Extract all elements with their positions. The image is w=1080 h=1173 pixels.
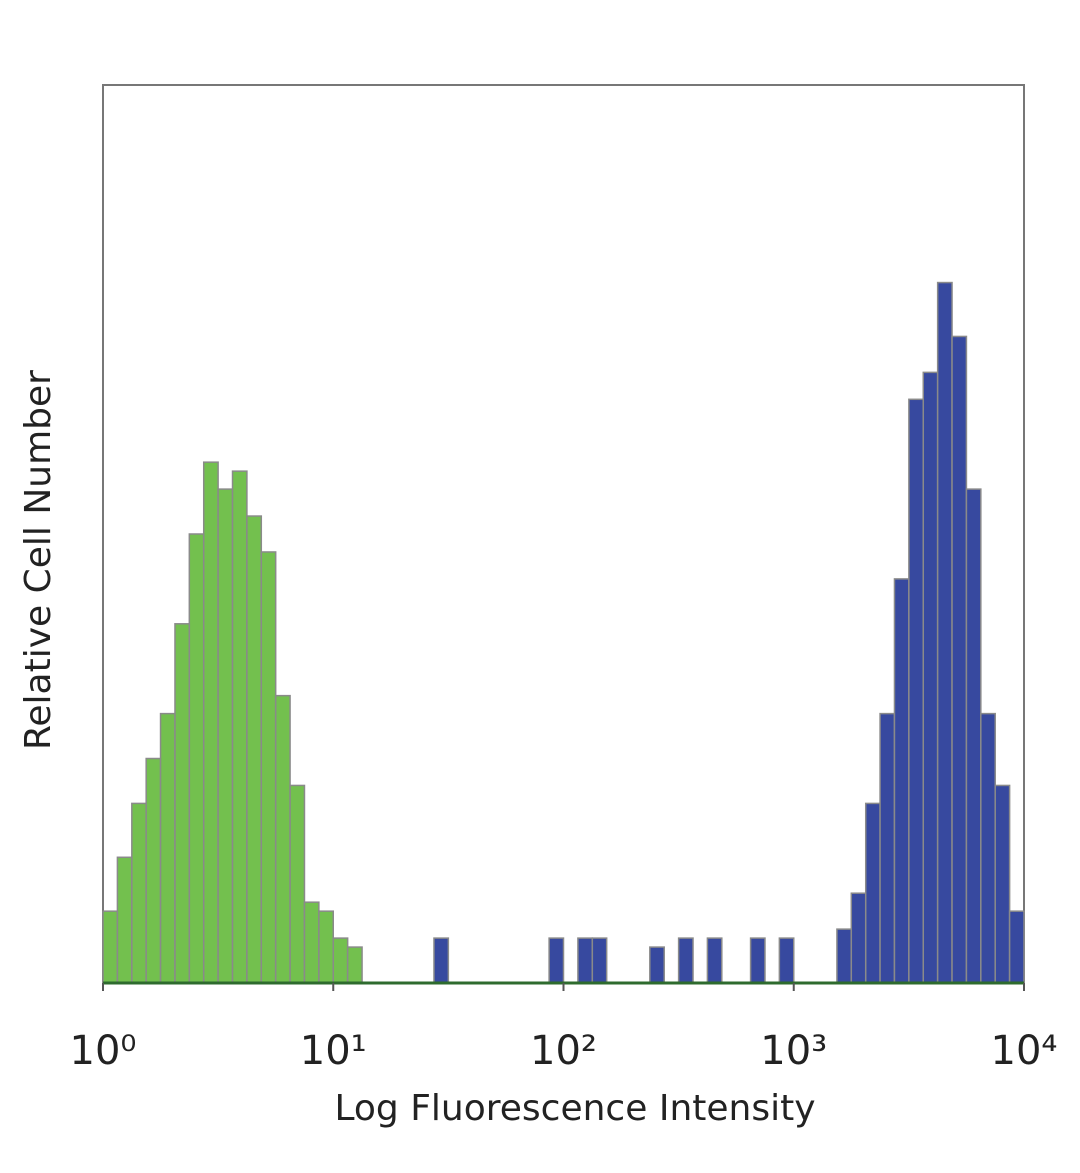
histogram-bar xyxy=(145,757,162,984)
histogram-bar xyxy=(116,856,133,984)
histogram-bar xyxy=(836,928,853,984)
histogram-bar xyxy=(591,937,608,984)
histogram-bar xyxy=(908,398,925,984)
histogram-bar xyxy=(246,515,263,984)
x-tick-label: 10¹ xyxy=(300,1028,367,1074)
histogram-bar xyxy=(864,802,881,984)
histogram-bar xyxy=(749,937,766,984)
histogram-bar xyxy=(936,281,953,984)
histogram-bar xyxy=(922,371,939,984)
histogram-bar xyxy=(346,946,363,984)
histogram-bar xyxy=(260,551,277,984)
x-axis-label: Log Fluorescence Intensity xyxy=(334,1088,815,1129)
histogram-bar xyxy=(893,578,910,984)
histogram-bar xyxy=(1008,910,1025,984)
histogram-bar xyxy=(433,937,450,984)
histogram-bar xyxy=(994,784,1011,984)
histogram-bar xyxy=(131,802,147,984)
x-tick-label: 10³ xyxy=(760,1028,827,1074)
histogram-bar xyxy=(649,946,665,984)
histogram-bar xyxy=(217,488,234,984)
histogram-bar xyxy=(850,892,867,984)
histogram-bar xyxy=(318,910,334,984)
histogram-bar xyxy=(332,937,349,984)
histogram-bar xyxy=(951,335,968,984)
histogram-bar xyxy=(231,470,248,984)
histogram-bar xyxy=(174,623,191,984)
histogram-bar xyxy=(159,712,176,984)
histogram-bar xyxy=(778,937,795,984)
histogram-bar xyxy=(303,901,320,984)
x-tick-label: 10² xyxy=(530,1028,597,1074)
histogram-bar xyxy=(102,910,119,984)
histogram-bar xyxy=(965,488,982,984)
histogram-bar xyxy=(879,712,896,984)
x-tick-label: 10⁴ xyxy=(991,1028,1058,1074)
histogram-bar xyxy=(980,712,996,984)
histogram-bar xyxy=(577,937,594,984)
histogram-bar xyxy=(202,461,219,984)
x-tick-label: 10⁰ xyxy=(70,1028,137,1074)
histogram-bar xyxy=(188,533,205,984)
y-axis-label: Relative Cell Number xyxy=(18,370,59,750)
histogram-bar xyxy=(289,784,306,984)
histogram-bar xyxy=(548,937,565,984)
histogram-bar xyxy=(706,937,723,984)
histogram-bar xyxy=(274,694,291,984)
histogram-bar xyxy=(677,937,694,984)
